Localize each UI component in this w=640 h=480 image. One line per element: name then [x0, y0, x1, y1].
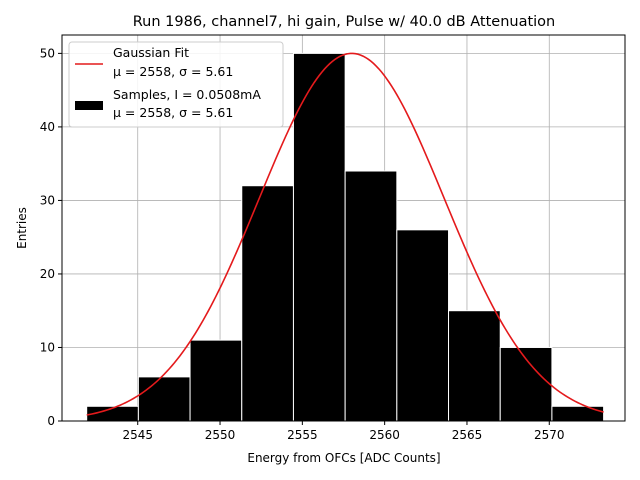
axes-frame: [61, 34, 626, 422]
x-tick-label: 2555: [287, 428, 318, 442]
y-axis-ticks: 0 10 20 30 40 50: [40, 46, 62, 428]
legend-box: [68, 41, 284, 128]
y-axis-label: Entries: [15, 207, 29, 249]
legend-fit-stats: μ = 2558, σ = 5.61: [113, 64, 233, 79]
legend-histogram-name: Samples, I = 0.0508mA: [113, 87, 261, 102]
y-tick-label: 50: [40, 46, 55, 60]
histogram-bar: [137, 376, 191, 422]
legend-histogram-stats: μ = 2558, σ = 5.61: [113, 105, 233, 120]
x-tick-label: 2570: [534, 428, 565, 442]
histogram-bar: [551, 405, 605, 422]
histogram-bars: [86, 52, 605, 422]
y-tick-label: 10: [40, 340, 55, 354]
histogram-bar: [396, 229, 450, 422]
histogram-bar: [189, 339, 243, 422]
x-tick-label: 2560: [369, 428, 400, 442]
histogram-bar: [292, 52, 346, 422]
histogram-bar: [241, 185, 294, 422]
y-tick-label: 40: [40, 120, 55, 134]
histogram-bar: [344, 170, 398, 422]
gaussian-fit-line: [86, 52, 604, 416]
y-tick-label: 30: [40, 193, 55, 207]
x-tick-label: 2550: [205, 428, 236, 442]
legend: Gaussian Fit μ = 2558, σ = 5.61 Samples,…: [68, 41, 284, 128]
plot-area: 2545 2550 2555 2560 2565 2570 0 10 20 30 40 50: [40, 34, 626, 442]
legend-histogram-swatch: [75, 101, 103, 110]
chart-title: Run 1986, channel7, hi gain, Pulse w/ 40…: [133, 14, 556, 30]
y-tick-label: 0: [47, 414, 55, 428]
x-axis-label: Energy from OFCs [ADC Counts]: [247, 451, 440, 465]
x-tick-label: 2565: [452, 428, 483, 442]
x-tick-label: 2545: [122, 428, 153, 442]
x-axis-ticks: 2545 2550 2555 2560 2565 2570: [122, 421, 565, 442]
y-tick-label: 20: [40, 267, 55, 281]
legend-fit-name: Gaussian Fit: [113, 45, 189, 60]
histogram-bar: [448, 310, 501, 422]
